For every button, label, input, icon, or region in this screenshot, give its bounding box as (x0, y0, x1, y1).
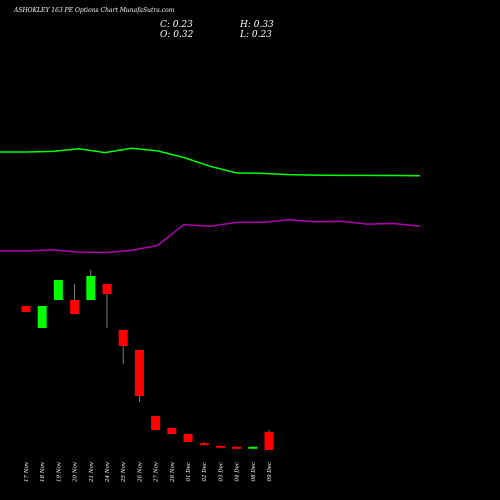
candle-body (21, 306, 31, 312)
x-tick-label: 26 Nov (137, 461, 143, 483)
candle-body (232, 446, 242, 449)
x-tick-label: 03 Dec (218, 462, 224, 482)
x-tick-label: 17 Nov (24, 461, 30, 482)
x-tick-label: 04 Dec (235, 462, 241, 482)
candlestick-series (21, 270, 274, 450)
candle-body (70, 300, 80, 314)
x-tick-label: 08 Dec (251, 462, 257, 482)
candle-body (102, 284, 112, 294)
candle-body (134, 350, 144, 396)
x-tick-label: 02 Dec (202, 462, 208, 482)
x-axis-labels: 17 Nov 18 Nov 19 Nov 20 Nov 21 Nov 24 Nov 25 N… (24, 461, 273, 483)
x-tick-label: 28 Nov (170, 461, 176, 483)
purple-indicator-line (0, 218, 421, 254)
candle-body (248, 446, 258, 449)
x-tick-label: 24 Nov (105, 461, 111, 483)
close-value: C: 0.23 (160, 20, 193, 30)
green-indicator-line (0, 147, 421, 177)
x-tick-label: 20 Nov (73, 461, 79, 483)
open-value: O: 0.32 (160, 30, 194, 40)
candle-body (118, 330, 128, 346)
x-tick-label: 19 Nov (56, 461, 62, 482)
candle-body (37, 306, 47, 328)
high-value: H: 0.33 (239, 20, 274, 30)
candle-body (151, 416, 161, 430)
x-tick-label: 27 Nov (154, 461, 160, 483)
candle-body (53, 280, 63, 300)
x-tick-label: 21 Nov (89, 461, 95, 483)
x-tick-label: 01 Dec (186, 462, 192, 482)
x-tick-label: 25 Nov (121, 461, 127, 483)
x-tick-label: 09 Dec (267, 462, 273, 482)
candle-body (264, 432, 274, 450)
candle-body (215, 445, 225, 448)
candle-body (199, 443, 209, 446)
low-value: L: 0.23 (239, 30, 272, 40)
candle-body (183, 434, 193, 442)
candle-body (167, 428, 177, 434)
candle-body (86, 276, 96, 300)
x-tick-label: 18 Nov (40, 461, 46, 482)
chart-title: ASHOKLEY 163 PE Options Chart MunafaSutr… (13, 7, 175, 14)
